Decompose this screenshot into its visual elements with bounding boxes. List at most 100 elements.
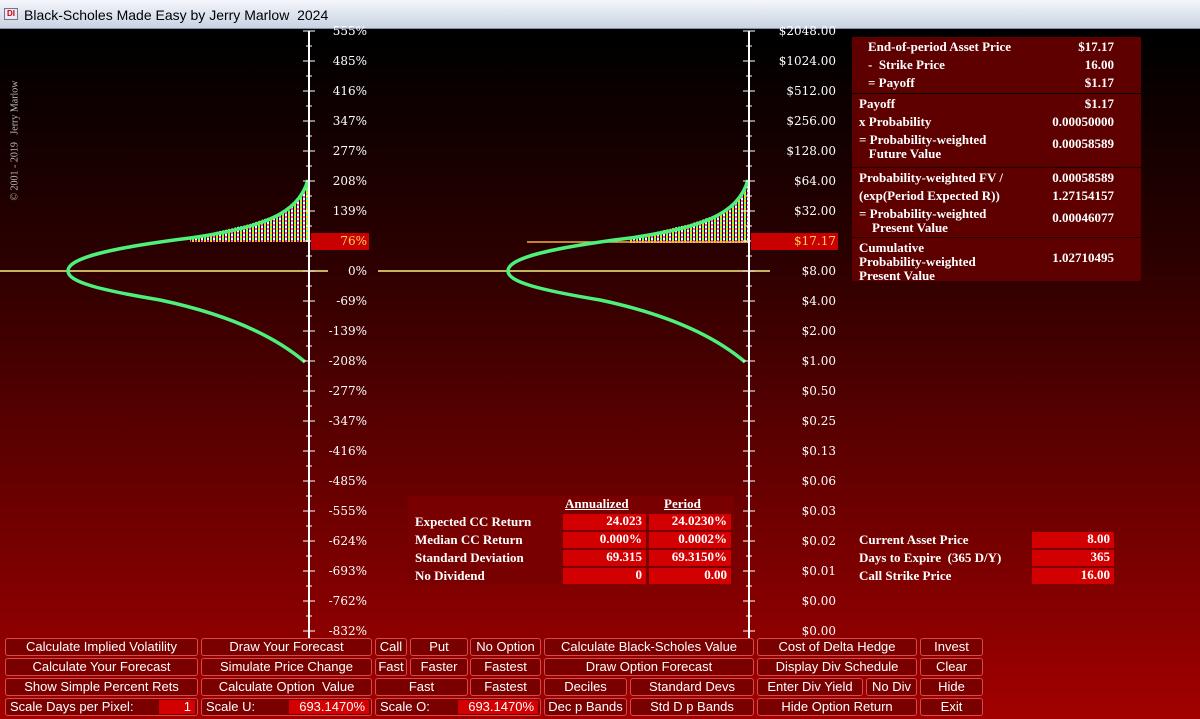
stats-header: Annualized (565, 496, 629, 511)
button[interactable]: Simulate Price Change (201, 658, 372, 676)
panel-label: Payoff (859, 96, 896, 111)
button[interactable]: Show Simple Percent Rets (5, 678, 198, 696)
app-icon: DI (4, 8, 18, 20)
stats-cell: 0.000% (563, 532, 646, 548)
button[interactable]: Display Div Schedule (757, 658, 917, 676)
button[interactable]: Standard Devs (630, 678, 754, 696)
button[interactable]: Calculate Implied Volatility (5, 638, 198, 656)
panel-label: x Probability (859, 114, 932, 129)
distribution-curve (506, 179, 750, 364)
button[interactable]: Deciles (544, 678, 627, 696)
panel-label: = Probability-weighted Present Value (859, 206, 987, 235)
axis-label: -69% (336, 294, 367, 308)
button[interactable]: Scale U: 693.1470% (201, 698, 372, 716)
button[interactable]: Fast (375, 658, 407, 676)
axis-label: 485% (332, 54, 367, 68)
input-field[interactable]: 16.00 (1032, 568, 1114, 584)
button[interactable]: Call (375, 638, 407, 656)
button[interactable]: Draw Option Forecast (544, 658, 754, 676)
dot-fill (630, 178, 749, 243)
button[interactable]: Hide (920, 678, 983, 696)
panel-value: $1.17 (1084, 75, 1114, 90)
button[interactable]: Fastest (470, 658, 541, 676)
title-bar (0, 0, 1200, 29)
button[interactable]: Dec p Bands (544, 698, 627, 716)
button[interactable]: Enter Div Yield (757, 678, 863, 696)
stats-cell: 0 (563, 568, 646, 584)
axis-label: $32.00 (794, 204, 836, 218)
axes (303, 30, 755, 647)
panel-label: = Payoff (868, 75, 915, 90)
button[interactable]: Calculate Black-Scholes Value (544, 638, 754, 656)
axis-label: $8.00 (801, 264, 836, 278)
button[interactable]: Hide Option Return (757, 698, 917, 716)
button[interactable]: No Option (470, 638, 541, 656)
button[interactable]: Clear (920, 658, 983, 676)
axis-label: $0.02 (801, 534, 836, 548)
input-label: Current Asset Price (859, 532, 969, 547)
axis-label: 0% (347, 264, 367, 278)
panel-value: 0.00058589 (1052, 136, 1114, 151)
button-field[interactable]: 693.1470% (289, 700, 369, 714)
button[interactable]: Draw Your Forecast (201, 638, 372, 656)
button[interactable]: Fast (375, 678, 468, 696)
panel-box (852, 168, 1141, 237)
button-label: Scale O: (380, 699, 430, 714)
axis-label: -555% (328, 504, 367, 518)
axis-label: $17.17 (751, 233, 838, 250)
panel-label: End-of-period Asset Price (868, 39, 1011, 54)
button[interactable]: Exit (920, 698, 983, 716)
axis-label: -347% (328, 414, 367, 428)
button[interactable]: Calculate Option Value (201, 678, 372, 696)
axis-label: $2048.00 (778, 24, 836, 38)
axis-label: 277% (332, 144, 367, 158)
panel-label: Probability-weighted FV / (859, 170, 1003, 185)
axis-label: -208% (328, 354, 367, 368)
input-label: Call Strike Price (859, 568, 952, 583)
stats-cell: 0.00 (649, 568, 731, 584)
axis-label: $4.00 (801, 294, 836, 308)
panel-value: $1.17 (1084, 96, 1114, 111)
button[interactable]: Put (410, 638, 468, 656)
panel-value: 0.00050000 (1052, 114, 1114, 129)
stats-cell: 69.315 (563, 550, 646, 566)
button[interactable]: Scale Days per Pixel: 1 (5, 698, 198, 716)
stats-label: No Dividend (415, 568, 485, 583)
axis-label: $0.03 (801, 504, 836, 518)
input-field[interactable]: 365 (1032, 550, 1114, 566)
axis-label: $0.25 (801, 414, 836, 428)
stats-header: Period (664, 496, 701, 511)
button[interactable]: Faster (410, 658, 468, 676)
axis-label: $1024.00 (778, 54, 836, 68)
button[interactable]: Std D p Bands (630, 698, 754, 716)
button-field[interactable]: 1 (159, 700, 195, 714)
axis-label: $0.00 (801, 594, 836, 608)
axis-label: 416% (332, 84, 367, 98)
axis-label: $256.00 (786, 114, 836, 128)
copyright: © 2001 - 2019 Jerry Marlow (9, 80, 21, 201)
button-field[interactable]: 693.1470% (458, 700, 538, 714)
button[interactable]: No Div (866, 678, 917, 696)
panel-value: $17.17 (1078, 39, 1114, 54)
axis-label: -139% (328, 324, 367, 338)
button[interactable]: Invest (920, 638, 983, 656)
button[interactable]: Scale O: 693.1470% (375, 698, 541, 716)
button-label: Scale Days per Pixel: (10, 699, 134, 714)
axis-label: $0.50 (801, 384, 836, 398)
axis-label: -624% (328, 534, 367, 548)
button[interactable]: Fastest (470, 678, 541, 696)
panel-value: 0.00058589 (1052, 170, 1114, 185)
axis-label: $0.01 (801, 564, 836, 578)
button[interactable]: Calculate Your Forecast (5, 658, 198, 676)
axis-label: -277% (328, 384, 367, 398)
button[interactable]: Cost of Delta Hedge (757, 638, 917, 656)
axis-label: -485% (328, 474, 367, 488)
axis-label: -762% (328, 594, 367, 608)
axis-label: -416% (328, 444, 367, 458)
panel-label: Cumulative Probability-weighted Present … (859, 240, 976, 283)
panel-value: 1.02710495 (1052, 250, 1114, 265)
axis-label: 208% (332, 174, 367, 188)
axis-label: -832% (328, 624, 367, 638)
input-field[interactable]: 8.00 (1032, 532, 1114, 548)
